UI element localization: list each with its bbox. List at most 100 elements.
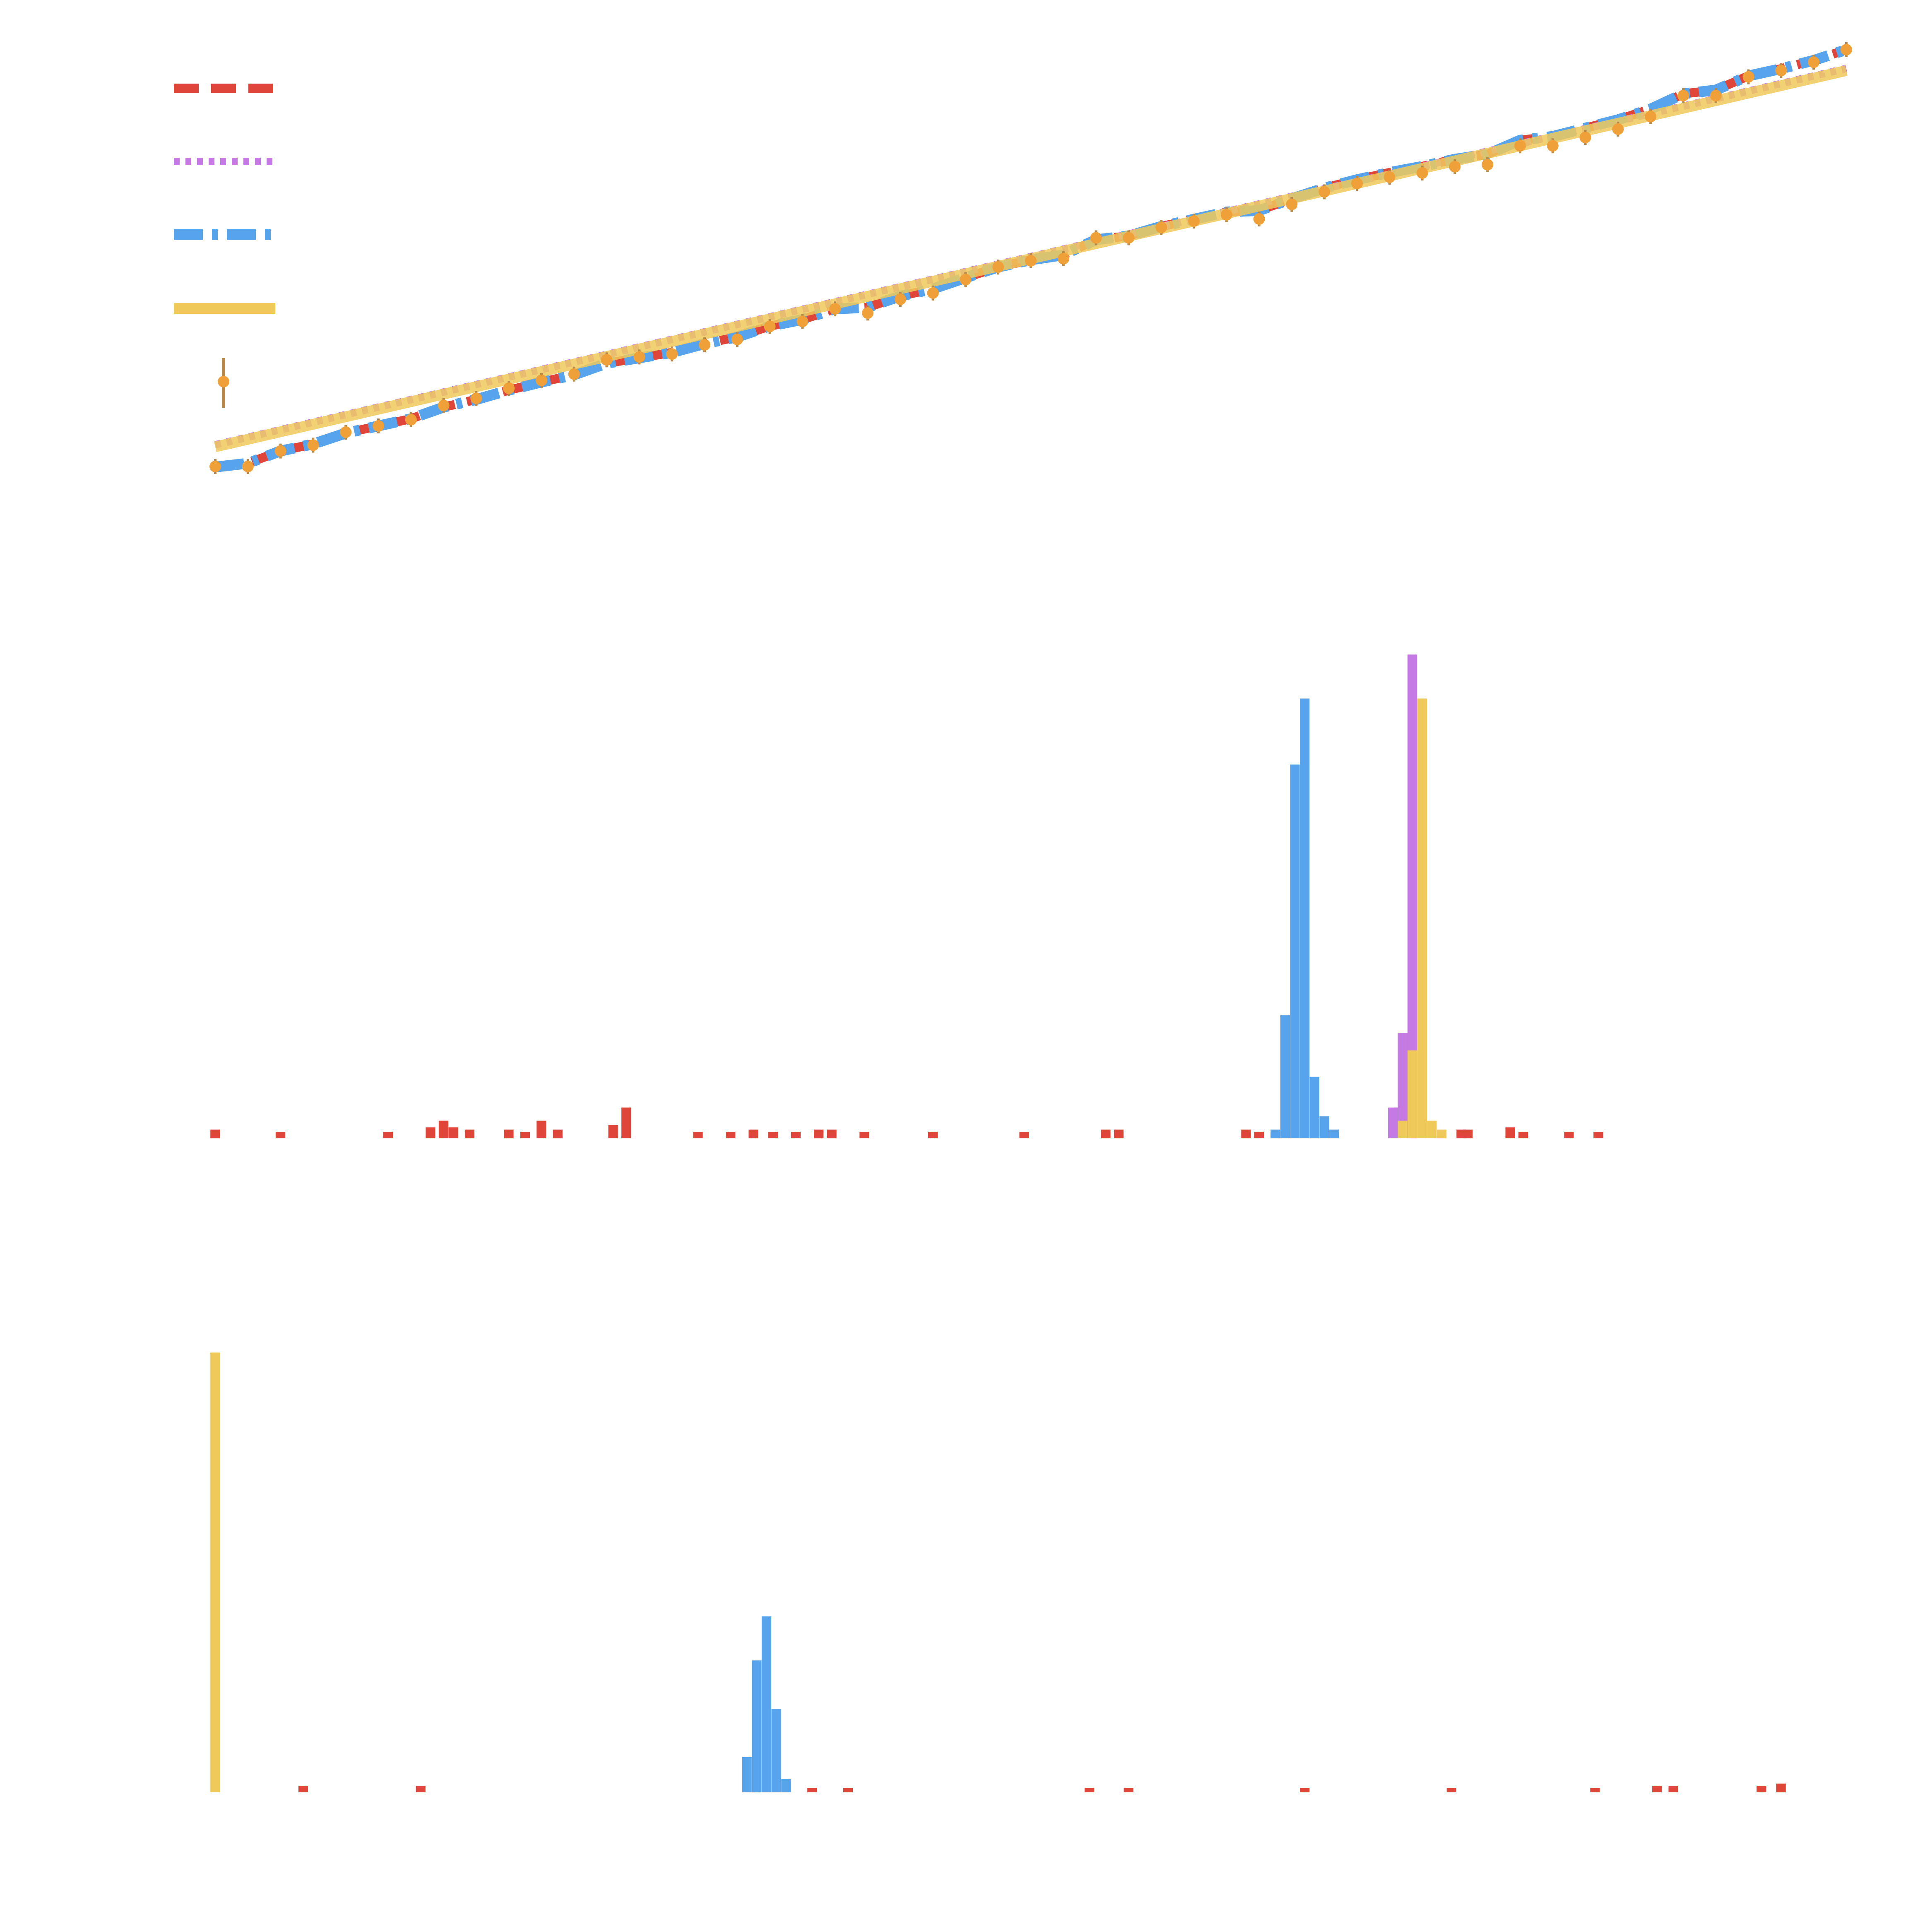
histogram-bar xyxy=(1309,1077,1319,1139)
histogram-bar xyxy=(761,1616,772,1792)
histogram-bar xyxy=(1101,1129,1111,1139)
data-point xyxy=(1547,140,1559,152)
data-point xyxy=(796,315,808,327)
data-point xyxy=(1025,255,1037,267)
data-point xyxy=(1514,140,1526,152)
data-point xyxy=(601,354,613,366)
data-point xyxy=(927,287,939,299)
histogram-bar xyxy=(520,1132,530,1138)
histogram-bar xyxy=(1505,1127,1515,1138)
histogram-bar xyxy=(742,1757,752,1792)
data-point xyxy=(894,293,906,305)
histogram-bar xyxy=(416,1786,426,1792)
data-point xyxy=(1057,253,1069,265)
histogram-bar xyxy=(1319,1116,1329,1138)
data-point xyxy=(1351,178,1363,190)
histogram-bar xyxy=(608,1125,618,1138)
data-point xyxy=(1645,111,1657,123)
histogram-bar xyxy=(553,1129,563,1139)
histogram-bar xyxy=(438,1121,448,1138)
histogram-bar xyxy=(814,1129,824,1139)
histogram-bar xyxy=(726,1132,736,1138)
histogram-bar xyxy=(210,1129,220,1139)
histogram-bar xyxy=(1388,1107,1398,1138)
histogram-bar xyxy=(827,1129,837,1139)
histogram-bar xyxy=(448,1127,458,1138)
histogram-bar xyxy=(1437,1129,1447,1139)
data-point xyxy=(1808,56,1820,68)
data-point xyxy=(1188,215,1200,227)
data-point xyxy=(242,460,254,472)
data-point xyxy=(1220,209,1232,221)
histogram-bar xyxy=(928,1132,938,1138)
histogram-bar xyxy=(1124,1788,1133,1792)
data-point xyxy=(699,339,710,351)
data-point xyxy=(340,426,352,438)
data-point xyxy=(568,368,580,380)
data-point xyxy=(1318,186,1331,198)
histogram-bar xyxy=(1564,1132,1574,1138)
histogram-bar xyxy=(426,1127,435,1138)
data-point xyxy=(536,374,547,386)
data-point xyxy=(992,261,1004,273)
histogram-bar xyxy=(1407,654,1417,1139)
data-point xyxy=(1090,232,1102,244)
data-point xyxy=(731,333,743,345)
data-point xyxy=(1677,90,1689,102)
histogram-bar xyxy=(537,1121,546,1138)
histogram-bar xyxy=(1300,698,1310,1138)
data-point xyxy=(960,274,972,286)
histogram-bar xyxy=(1114,1129,1124,1139)
histogram-bar xyxy=(1463,1129,1473,1139)
histogram-bar xyxy=(504,1129,514,1139)
histogram-bar xyxy=(1427,1121,1437,1138)
data-point xyxy=(764,320,776,332)
histogram-bar xyxy=(1417,698,1427,1138)
data-point xyxy=(1841,44,1852,55)
data-point xyxy=(470,392,482,404)
bottom-histogram-panel xyxy=(210,1352,1786,1793)
data-point xyxy=(438,399,450,411)
histogram-bar xyxy=(1518,1132,1528,1138)
histogram-bar xyxy=(807,1788,817,1792)
data-point xyxy=(274,445,286,457)
histogram-bar xyxy=(1329,1129,1339,1139)
data-point xyxy=(1775,65,1787,77)
histogram-bar xyxy=(791,1132,801,1138)
histogram-bar xyxy=(210,1352,220,1792)
histogram-bar xyxy=(1668,1786,1678,1792)
data-point xyxy=(1155,221,1167,233)
histogram-bar xyxy=(1407,1050,1417,1138)
histogram-bar xyxy=(383,1132,393,1138)
data-point xyxy=(1482,159,1494,171)
data-point xyxy=(1612,123,1624,135)
data-point xyxy=(1286,198,1298,210)
data-point xyxy=(405,414,417,426)
data-point xyxy=(1579,132,1591,144)
data-point xyxy=(1416,167,1428,179)
middle-histogram-panel xyxy=(210,654,1603,1139)
data-point xyxy=(633,351,645,363)
data-point xyxy=(307,439,319,451)
data-point xyxy=(666,348,678,360)
data-point xyxy=(829,303,841,315)
top-line-panel xyxy=(209,42,1852,474)
histogram-bar xyxy=(859,1132,869,1138)
histogram-bar xyxy=(1019,1132,1029,1138)
histogram-bar xyxy=(464,1129,474,1139)
data-point xyxy=(1710,90,1722,102)
histogram-bar xyxy=(1254,1132,1264,1138)
histogram-bar xyxy=(752,1660,762,1793)
histogram-bar xyxy=(843,1788,853,1792)
data-point xyxy=(1253,213,1265,225)
histogram-bar xyxy=(275,1132,285,1138)
legend-handle-point xyxy=(218,376,229,387)
data-point xyxy=(1449,161,1461,173)
histogram-bar xyxy=(1652,1786,1662,1792)
histogram-bar xyxy=(1776,1783,1786,1793)
histogram-bar xyxy=(1300,1788,1310,1792)
histogram-bar xyxy=(1593,1132,1603,1138)
data-point xyxy=(209,460,221,472)
